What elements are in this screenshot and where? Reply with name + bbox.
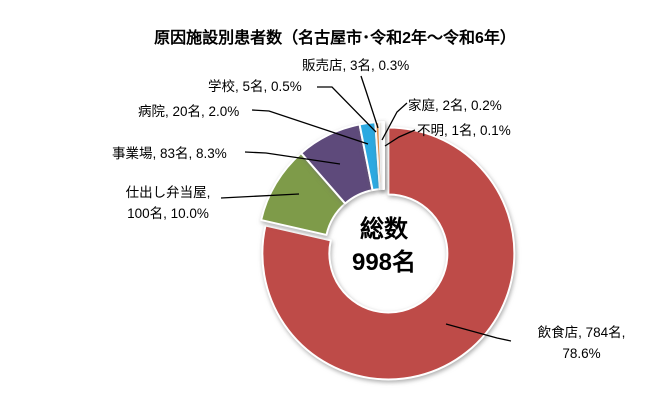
leader-line-shidashi — [220, 193, 300, 199]
pie-slice-inshokuten — [261, 126, 516, 381]
leader-line-hanbaiten — [360, 75, 379, 129]
leader-line-katei — [381, 102, 408, 141]
slice-label-gakkou: 学校, 5名, 0.5% — [208, 79, 302, 94]
leader-line-gakkou — [317, 86, 377, 133]
slice-label-byouin: 病院, 20名, 2.0% — [138, 104, 240, 119]
slice-label-hanbaiten: 販売店, 3名, 0.3% — [302, 58, 410, 73]
pie-slice-fumei — [382, 120, 385, 190]
slice-label-shidashi: 仕出し弁当屋, 100名, 10.0% — [125, 185, 211, 221]
slice-label-fumei: 不明, 1名, 0.1% — [417, 123, 511, 138]
donut-slices-group — [260, 120, 516, 381]
chart-title: 原因施設別患者数（名古屋市･令和2年～令和6年） — [154, 30, 516, 47]
slice-label-katei: 家庭, 2名, 0.2% — [408, 98, 502, 113]
leader-line-inshokuten — [445, 323, 512, 342]
slice-label-inshokuten: 飲食店, 784名, 78.6% — [537, 325, 626, 361]
leader-line-byouin — [251, 109, 369, 145]
slice-label-jigyoujou: 事業場, 83名, 8.3% — [112, 146, 227, 161]
donut-center-total-label: 総数 998名 — [351, 216, 417, 276]
leader-line-fumei — [384, 129, 416, 147]
leader-lines-group — [220, 75, 512, 342]
leader-line-jigyoujou — [244, 151, 341, 165]
